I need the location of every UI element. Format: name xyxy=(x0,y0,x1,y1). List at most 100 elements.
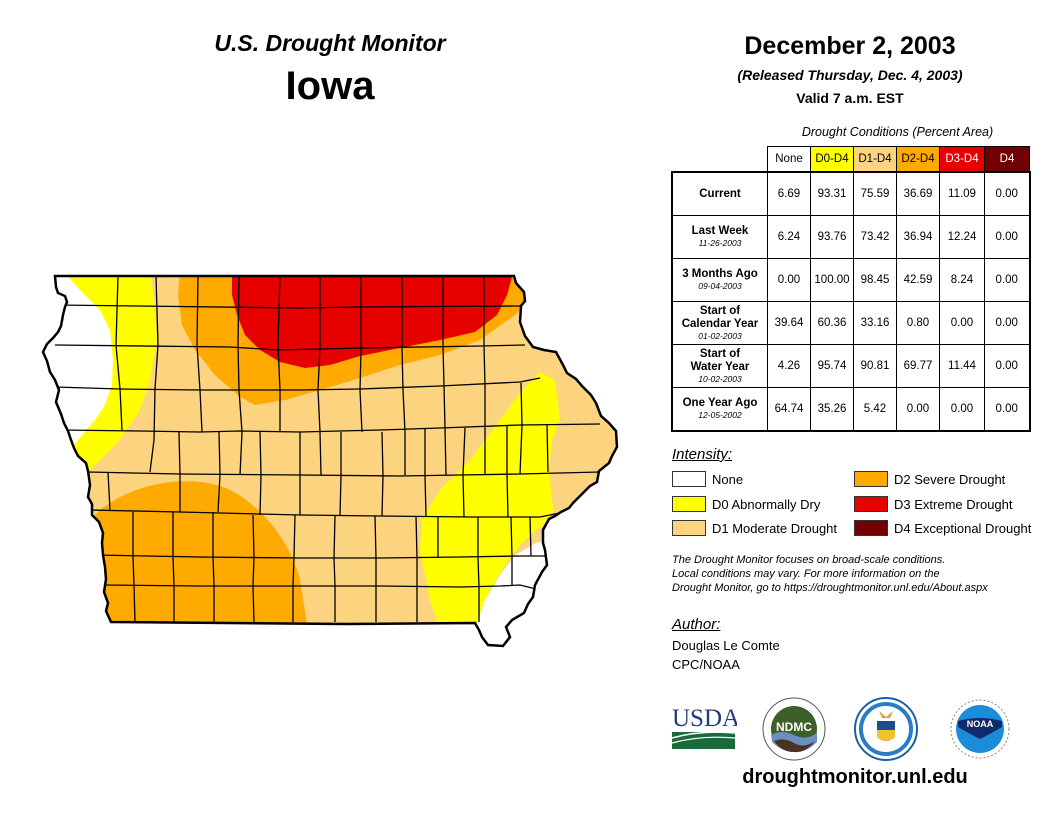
row-label-text: 3 Months Ago xyxy=(682,268,758,280)
cell: 35.26 xyxy=(810,387,854,432)
county-lines xyxy=(54,276,601,623)
cell: 42.59 xyxy=(896,258,940,302)
row-date: 01-02-2003 xyxy=(698,330,742,341)
row-label: Last Week 11-26-2003 xyxy=(671,215,768,259)
column-header-none: None xyxy=(767,146,811,173)
column-header-d1-d4: D1-D4 xyxy=(853,146,897,173)
cell: 36.69 xyxy=(896,171,940,216)
legend-item-d4: D4 Exceptional Drought xyxy=(854,520,1031,536)
table-corner xyxy=(672,146,768,173)
column-header-d2-d4: D2-D4 xyxy=(896,146,940,173)
cell: 4.26 xyxy=(767,344,811,388)
row-label: 3 Months Ago 09-04-2003 xyxy=(671,258,768,302)
table-row: 3 Months Ago 09-04-2003 0.00 100.00 98.45… xyxy=(671,258,1031,302)
note-line: The Drought Monitor focuses on broad-sca… xyxy=(672,554,946,566)
author-name: Douglas Le Comte xyxy=(672,638,780,653)
legend-swatch xyxy=(672,471,706,487)
cell: 0.00 xyxy=(984,171,1031,216)
table-row: One Year Ago 12-05-2002 64.74 35.26 5.42 … xyxy=(671,387,1031,432)
map-subtitle: U.S. Drought Monitor xyxy=(214,30,446,56)
author-org: CPC/NOAA xyxy=(672,657,740,672)
legend-swatch xyxy=(854,520,888,536)
legend-item-d3: D3 Extreme Drought xyxy=(854,496,1013,512)
column-header-d3-d4: D3-D4 xyxy=(939,146,985,173)
disclaimer-note: The Drought Monitor focuses on broad-sca… xyxy=(672,553,1042,595)
note-line[interactable]: Drought Monitor, go to https://droughtmo… xyxy=(672,582,988,594)
row-date: 10-02-2003 xyxy=(698,373,742,384)
cell: 75.59 xyxy=(853,171,897,216)
row-label-text: Start of Calendar Year xyxy=(681,304,759,330)
cell: 11.09 xyxy=(939,171,985,216)
cell: 69.77 xyxy=(896,344,940,388)
cell: 0.00 xyxy=(984,344,1031,388)
cell: 36.94 xyxy=(896,215,940,259)
table-header-row: None D0-D4 D1-D4 D2-D4 D3-D4 D4 xyxy=(672,146,1030,173)
row-label-text: Start of Water Year xyxy=(690,347,750,373)
cell: 93.31 xyxy=(810,171,854,216)
noaa-logo: NOAA xyxy=(950,699,1010,759)
cell: 64.74 xyxy=(767,387,811,432)
legend-label: D3 Extreme Drought xyxy=(894,496,1013,512)
usda-logo-text: USDA xyxy=(672,705,737,732)
column-header-d0-d4: D0-D4 xyxy=(810,146,854,173)
table-row: Start of Water Year 10-02-2003 4.26 95.74… xyxy=(671,344,1031,388)
iowa-drought-map xyxy=(41,274,619,648)
cell: 0.00 xyxy=(984,301,1031,345)
cell: 12.24 xyxy=(939,215,985,259)
row-label: One Year Ago 12-05-2002 xyxy=(671,387,768,432)
cell: 98.45 xyxy=(853,258,897,302)
cell: 90.81 xyxy=(853,344,897,388)
noaa-logo-text: NOAA xyxy=(967,719,994,729)
table-row: Start of Calendar Year 01-02-2003 39.64 6… xyxy=(671,301,1031,345)
row-label: Current xyxy=(671,171,768,216)
cell: 11.44 xyxy=(939,344,985,388)
map-state-title: Iowa xyxy=(285,64,375,108)
legend-item-d0: D0 Abnormally Dry xyxy=(672,496,820,512)
legend-item-d1: D1 Moderate Drought xyxy=(672,520,837,536)
row-date: 12-05-2002 xyxy=(698,410,742,420)
valid-time: Valid 7 a.m. EST xyxy=(796,90,904,106)
cell: 0.00 xyxy=(939,301,985,345)
ndmc-logo: NDMC xyxy=(762,697,826,761)
legend-label: D2 Severe Drought xyxy=(894,471,1006,487)
row-label-text: Current xyxy=(699,187,741,200)
column-header-d4: D4 xyxy=(984,146,1030,173)
drought-conditions-table: None D0-D4 D1-D4 D2-D4 D3-D4 D4 Current … xyxy=(671,146,1031,432)
cell: 100.00 xyxy=(810,258,854,302)
cell: 6.24 xyxy=(767,215,811,259)
table-row: Current 6.69 93.31 75.59 36.69 11.09 0.0… xyxy=(671,171,1031,216)
cell: 0.00 xyxy=(939,387,985,432)
cell: 0.00 xyxy=(984,258,1031,302)
legend-label: None xyxy=(712,471,744,487)
zone-d0-east xyxy=(420,372,560,630)
legend-label: D0 Abnormally Dry xyxy=(712,496,821,512)
cell: 0.00 xyxy=(896,387,940,432)
legend-swatch xyxy=(854,496,888,512)
cell: 0.00 xyxy=(984,387,1031,432)
legend-item-d2: D2 Severe Drought xyxy=(854,471,1005,487)
cell: 0.00 xyxy=(984,215,1031,259)
author-heading: Author: xyxy=(672,616,721,633)
row-label: Start of Water Year 10-02-2003 xyxy=(671,344,768,388)
cell: 93.76 xyxy=(810,215,854,259)
row-date: 11-26-2003 xyxy=(698,238,742,248)
table-caption: Drought Conditions (Percent Area) xyxy=(801,125,994,139)
map-date: December 2, 2003 xyxy=(744,32,956,60)
row-label: Start of Calendar Year 01-02-2003 xyxy=(671,301,768,345)
release-date: (Released Thursday, Dec. 4, 2003) xyxy=(737,67,963,83)
cell: 39.64 xyxy=(767,301,811,345)
row-label-text: Last Week xyxy=(691,225,749,237)
usda-logo: USDA xyxy=(671,705,737,749)
drought-zones xyxy=(43,276,617,646)
table-row: Last Week 11-26-2003 6.24 93.76 73.42 36.… xyxy=(671,215,1031,259)
row-date: 09-04-2003 xyxy=(698,281,742,291)
website-link[interactable]: droughtmonitor.unl.edu xyxy=(742,766,968,788)
legend-swatch xyxy=(854,471,888,487)
legend-title: Intensity: xyxy=(672,446,733,463)
row-label-text: One Year Ago xyxy=(682,397,758,409)
cell: 73.42 xyxy=(853,215,897,259)
cell: 6.69 xyxy=(767,171,811,216)
ndmc-logo-text: NDMC xyxy=(776,720,812,734)
cell: 95.74 xyxy=(810,344,854,388)
commerce-seal-logo xyxy=(854,697,918,761)
